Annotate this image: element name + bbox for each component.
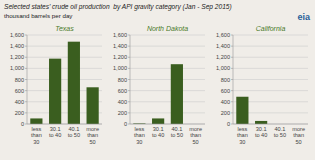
grid-line (27, 46, 102, 47)
grid-line (233, 35, 308, 36)
bar (87, 87, 99, 124)
annotation: eia (297, 12, 311, 22)
x-tick-label: lessthan30 (134, 126, 145, 145)
y-tick-label: 0 (124, 121, 127, 127)
grid-line (27, 35, 102, 36)
y-tick-label: 1,400 (113, 43, 127, 49)
x-axis-line (130, 124, 205, 125)
panel-title: North Dakota (147, 25, 188, 32)
y-tick-label: 1,600 (113, 32, 127, 38)
y-tick-label: 200 (118, 110, 127, 116)
grid-line (130, 90, 205, 91)
grid-line (233, 46, 308, 47)
panel: Texas 0 200 400 600 800 1,000 1,200 1,400 1,600 le… (10, 25, 102, 145)
panel-title: Texas (55, 25, 74, 32)
grid-line (130, 35, 205, 36)
grid-line (130, 124, 205, 125)
y-tick-label: 1,400 (10, 43, 24, 49)
x-tick-label: lessthan30 (237, 126, 248, 145)
bar (49, 59, 61, 124)
y-tick-label: 0 (21, 121, 24, 127)
grid-line (233, 79, 308, 80)
grid-line (130, 57, 205, 58)
panel: North Dakota 0 200 400 600 800 1,000 1,200 1,400… (113, 25, 205, 145)
bar (152, 118, 164, 124)
y-tick-label: 800 (221, 77, 230, 83)
y-axis-line (27, 35, 28, 124)
x-tick-label: 40.1to 50 (171, 126, 183, 138)
y-tick-label: 200 (221, 110, 230, 116)
grid-line (233, 90, 308, 91)
y-tick-label: 0 (227, 121, 230, 127)
grid-line (27, 68, 102, 69)
grid-line (130, 101, 205, 102)
bar (171, 64, 183, 124)
y-tick-label: 800 (15, 77, 24, 83)
y-tick-label: 200 (15, 110, 24, 116)
y-tick-label: 1,400 (216, 43, 230, 49)
y-tick-label: 400 (118, 99, 127, 105)
x-tick-label: morethan50 (86, 126, 99, 145)
y-tick-label: 1,000 (10, 65, 24, 71)
x-tick-label: morethan50 (189, 126, 202, 145)
bar (236, 97, 248, 124)
bars (133, 64, 183, 124)
y-tick-label: 1,200 (216, 54, 230, 60)
y-tick-label: 1,000 (113, 65, 127, 71)
grid-line (130, 79, 205, 80)
bars (236, 97, 267, 124)
grid-line (27, 79, 102, 80)
y-tick-label: 1,200 (113, 54, 127, 60)
figure-subtitle: thousand barrels per day (4, 12, 73, 19)
y-tick-label: 800 (118, 77, 127, 83)
grid-line (233, 68, 308, 69)
background (0, 0, 315, 160)
y-tick-label: 1,600 (216, 32, 230, 38)
y-tick-label: 400 (15, 99, 24, 105)
y-tick-label: 1,600 (10, 32, 24, 38)
bar (68, 42, 80, 124)
x-tick-label: 40.1to 50 (274, 126, 286, 138)
x-tick-label: 30.1to 40 (49, 126, 61, 138)
bars (30, 42, 98, 124)
x-tick-label: morethan50 (292, 126, 305, 145)
panel-title: California (256, 25, 286, 32)
bar (30, 118, 42, 124)
y-tick-label: 600 (15, 88, 24, 94)
x-tick-label: 30.1to 40 (152, 126, 164, 138)
grid-line (27, 57, 102, 58)
grid-line (130, 112, 205, 113)
x-tick-label: 30.1to 40 (255, 126, 267, 138)
x-axis-line (233, 124, 308, 125)
y-tick-label: 400 (221, 99, 230, 105)
x-axis-line (27, 124, 102, 125)
x-tick-label: 40.1to 50 (68, 126, 80, 138)
figure-title: Selected states’ crude oil production by… (4, 3, 232, 11)
grid-line (130, 46, 205, 47)
y-axis-line (233, 35, 234, 124)
bar (255, 121, 267, 124)
chart-root: Selected states’ crude oil production by… (0, 0, 315, 160)
y-axis-line (130, 35, 131, 124)
y-tick-label: 600 (118, 88, 127, 94)
y-tick-label: 1,000 (216, 65, 230, 71)
y-tick-label: 1,200 (10, 54, 24, 60)
panel: California 0 200 400 600 800 1,000 1,200 1,400 1,… (216, 25, 308, 145)
grid-line (233, 57, 308, 58)
y-tick-label: 600 (221, 88, 230, 94)
grid-line (130, 68, 205, 69)
x-tick-label: lessthan30 (31, 126, 42, 145)
